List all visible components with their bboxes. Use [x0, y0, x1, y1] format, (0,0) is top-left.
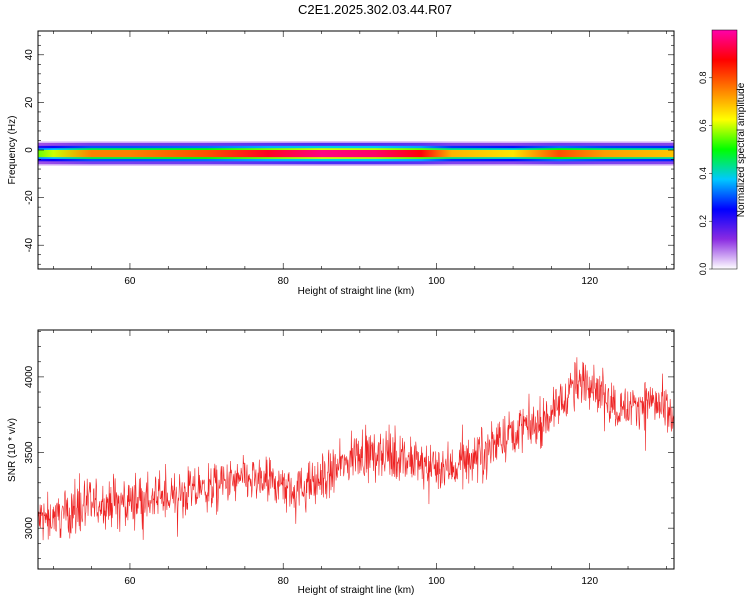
snr-x-tick-label: 80 — [278, 576, 290, 587]
spectrogram-x-tick-label: 100 — [428, 276, 445, 287]
band-layer — [38, 150, 674, 158]
chart-title: C2E1.2025.302.03.44.R07 — [298, 2, 452, 17]
spectrogram-y-tick-label: 40 — [24, 49, 35, 61]
colorbar: 0.0 0.2 0.4 0.6 0.8 Normalized spectral ampl… — [698, 29, 747, 276]
colorbar-label: Normalized spectral amplitude — [736, 82, 747, 217]
snr-y-tick-label: 3500 — [24, 441, 35, 464]
spectrogram-x-tick-label: 60 — [124, 276, 136, 287]
snr-x-tick-label: 120 — [581, 576, 598, 587]
frequency-band — [38, 141, 674, 166]
snr-x-tick-label: 60 — [124, 576, 136, 587]
spectrogram-panel: 60 80 100 120 -40 -20 0 20 40 Height of straight… — [7, 30, 675, 297]
colorbar-tick-label: 0.8 — [698, 72, 708, 85]
snr-panel: 60 80 100 120 3000 3500 4000 Height of straigh… — [7, 329, 675, 596]
snr-y-tick-label: 4000 — [24, 365, 35, 388]
spectrogram-y-tick-label: 20 — [24, 96, 35, 108]
colorbar-ticks: 0.0 0.2 0.4 0.6 0.8 — [698, 72, 712, 276]
spectrogram-y-tick-label: 0 — [24, 147, 35, 153]
colorbar-gradient — [711, 29, 738, 270]
colorbar-tick-label: 0.4 — [698, 167, 708, 180]
spectrogram-y-axis-label: Frequency (Hz) — [7, 116, 18, 185]
spectrogram-x-axis-label: Height of straight line (km) — [298, 286, 415, 297]
snr-ticks: 60 80 100 120 3000 3500 4000 — [24, 330, 674, 587]
snr-y-axis-label: SNR (10 * v/v) — [7, 418, 18, 482]
snr-series-line — [38, 357, 674, 541]
spectrogram-x-tick-label: 80 — [278, 276, 290, 287]
spectrogram-y-tick-label: -20 — [24, 190, 35, 205]
snr-x-axis-label: Height of straight line (km) — [298, 585, 415, 596]
colorbar-tick-label: 0.2 — [698, 215, 708, 228]
snr-frame — [37, 329, 675, 570]
spectrogram-x-tick-label: 120 — [581, 276, 598, 287]
colorbar-tick-label: 0.0 — [698, 263, 708, 276]
colorbar-tick-label: 0.6 — [698, 119, 708, 132]
snr-y-tick-label: 3000 — [24, 517, 35, 540]
spectrogram-ticks: 60 80 100 120 -40 -20 0 20 40 — [24, 31, 674, 287]
snr-x-tick-label: 100 — [428, 576, 445, 587]
spectrogram-y-tick-label: -40 — [24, 238, 35, 253]
